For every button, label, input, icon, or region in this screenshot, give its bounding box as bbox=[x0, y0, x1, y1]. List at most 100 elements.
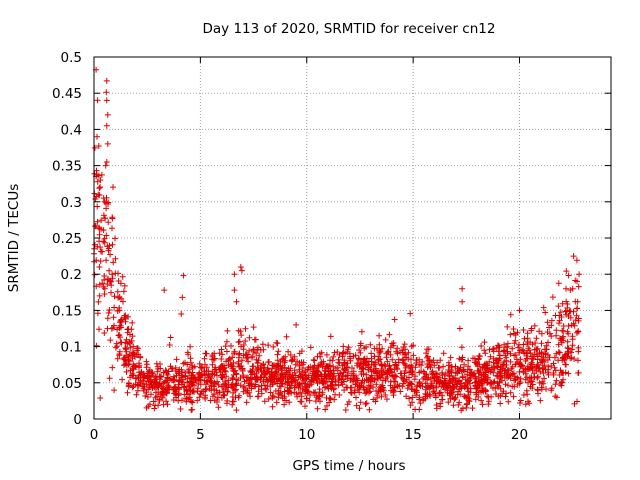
data-point bbox=[376, 373, 383, 380]
data-point bbox=[573, 257, 580, 264]
data-point bbox=[461, 383, 468, 390]
data-point bbox=[548, 363, 555, 369]
data-point bbox=[368, 368, 375, 375]
data-point bbox=[178, 381, 185, 388]
data-point bbox=[311, 357, 318, 364]
data-point bbox=[526, 400, 533, 407]
data-point bbox=[416, 379, 423, 385]
data-point bbox=[91, 144, 98, 151]
data-point bbox=[504, 367, 511, 374]
data-point bbox=[116, 307, 123, 314]
data-point bbox=[291, 353, 298, 360]
data-point bbox=[318, 372, 325, 379]
data-point bbox=[323, 394, 330, 401]
data-point bbox=[189, 399, 196, 406]
data-point bbox=[316, 350, 323, 357]
data-point bbox=[114, 288, 121, 295]
data-point bbox=[140, 387, 147, 394]
data-point bbox=[575, 328, 582, 335]
data-point bbox=[251, 336, 258, 343]
data-point bbox=[130, 343, 137, 350]
data-point bbox=[235, 351, 242, 358]
data-point bbox=[145, 368, 152, 375]
data-point bbox=[571, 400, 578, 407]
data-point bbox=[451, 375, 458, 382]
data-point bbox=[465, 388, 472, 395]
data-point bbox=[196, 394, 203, 401]
data-point bbox=[537, 368, 544, 375]
data-point bbox=[355, 355, 362, 362]
data-point bbox=[156, 396, 163, 403]
data-point bbox=[284, 371, 291, 378]
data-point bbox=[202, 386, 209, 393]
data-point bbox=[189, 363, 196, 369]
data-point bbox=[507, 389, 514, 396]
data-point bbox=[540, 380, 547, 387]
data-point bbox=[106, 242, 113, 249]
data-point bbox=[317, 398, 323, 405]
data-point bbox=[111, 293, 118, 300]
data-point bbox=[384, 349, 391, 356]
data-point bbox=[525, 345, 532, 352]
x-tick-label: 0 bbox=[90, 427, 99, 443]
data-point bbox=[409, 399, 415, 406]
data-point bbox=[160, 369, 167, 376]
data-point-outlier bbox=[574, 278, 580, 285]
data-point bbox=[439, 372, 446, 379]
data-point bbox=[468, 369, 475, 376]
data-point bbox=[384, 374, 391, 380]
data-point bbox=[518, 346, 525, 353]
data-point bbox=[563, 285, 569, 292]
data-point bbox=[470, 355, 476, 362]
data-point bbox=[148, 376, 155, 383]
data-point bbox=[261, 398, 268, 405]
data-point bbox=[483, 360, 490, 367]
data-point bbox=[343, 365, 350, 371]
data-point bbox=[413, 357, 420, 364]
data-point bbox=[533, 351, 540, 358]
data-point bbox=[201, 377, 208, 384]
data-point bbox=[382, 336, 389, 343]
data-point bbox=[507, 358, 514, 365]
data-point bbox=[438, 383, 445, 390]
data-point bbox=[122, 339, 129, 346]
data-point bbox=[327, 384, 334, 390]
data-point bbox=[100, 212, 107, 219]
data-point bbox=[233, 407, 240, 414]
data-point bbox=[287, 352, 294, 358]
data-point bbox=[103, 257, 110, 264]
data-point bbox=[106, 267, 113, 274]
data-point bbox=[433, 405, 440, 412]
data-point bbox=[108, 289, 114, 296]
data-point bbox=[565, 272, 572, 279]
data-point bbox=[406, 369, 413, 376]
data-point bbox=[537, 397, 544, 404]
data-point bbox=[104, 281, 111, 287]
data-point bbox=[455, 377, 462, 384]
data-point bbox=[317, 361, 324, 368]
data-point bbox=[327, 333, 334, 340]
data-point bbox=[485, 394, 492, 401]
data-point bbox=[114, 355, 121, 362]
data-point bbox=[223, 338, 230, 345]
data-point bbox=[310, 390, 317, 397]
data-point bbox=[316, 378, 323, 385]
data-point bbox=[456, 386, 463, 393]
y-tick-label: 0.35 bbox=[52, 159, 82, 175]
data-point bbox=[265, 342, 272, 349]
data-point bbox=[411, 376, 418, 383]
data-point bbox=[573, 312, 580, 319]
data-point bbox=[237, 328, 244, 335]
data-point bbox=[250, 324, 257, 331]
data-point bbox=[243, 399, 250, 406]
data-point bbox=[356, 389, 363, 396]
data-point bbox=[420, 376, 427, 382]
data-point bbox=[264, 366, 271, 373]
axis-ticks: 0 0.05 0.1 0.15 0.2 0.25 0.3 0.35 0.4 0.45 0.5 0 5 10… bbox=[52, 50, 611, 443]
data-point bbox=[125, 380, 132, 387]
data-point-outlier bbox=[95, 191, 102, 198]
data-point bbox=[198, 388, 205, 395]
data-point bbox=[302, 390, 309, 397]
data-point bbox=[414, 389, 420, 396]
data-point bbox=[153, 373, 160, 380]
